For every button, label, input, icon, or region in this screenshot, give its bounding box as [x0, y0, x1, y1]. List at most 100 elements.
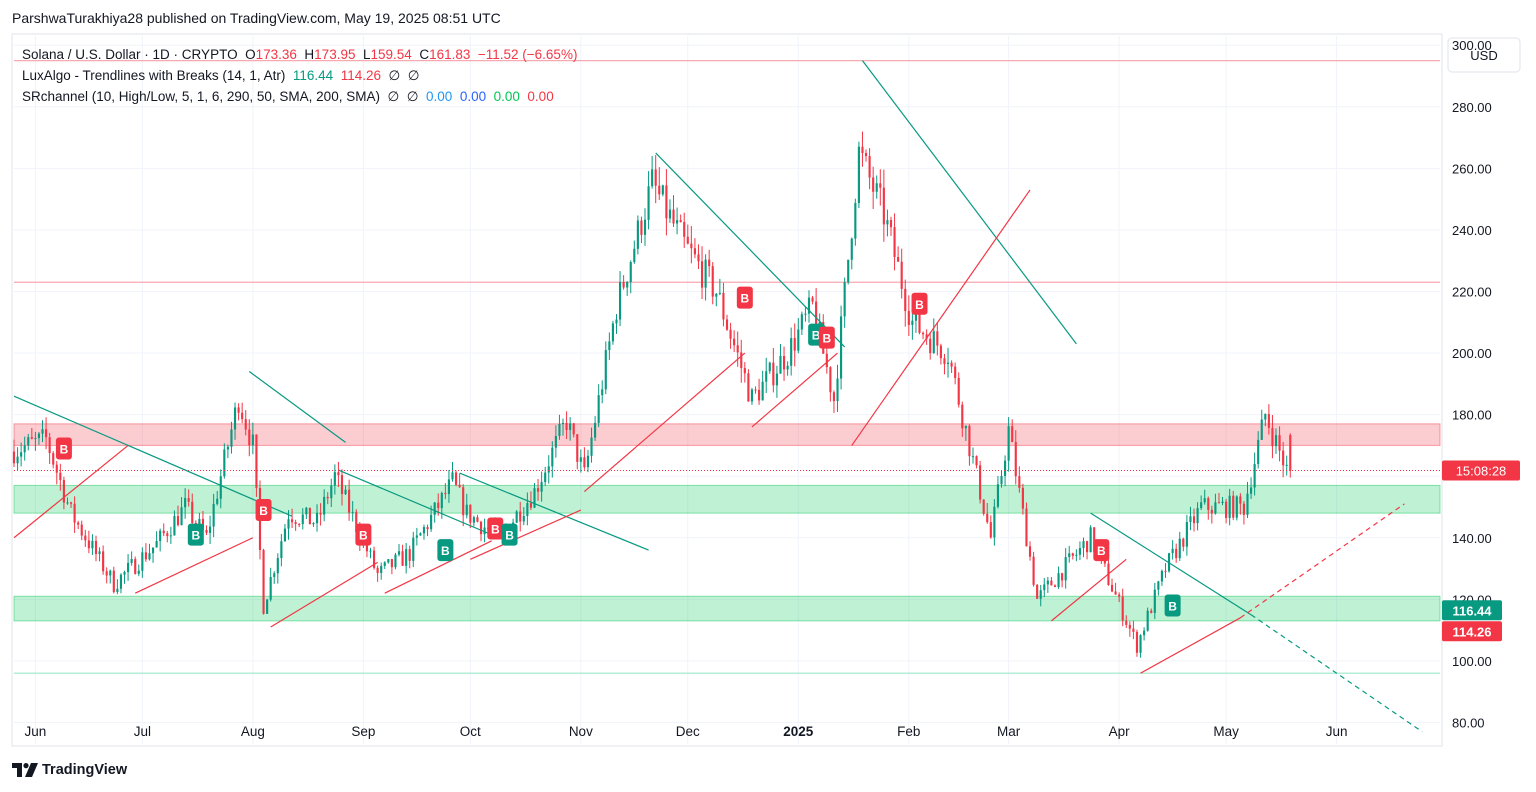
candle-body	[665, 185, 668, 219]
candle-body	[1039, 590, 1042, 599]
candle-body	[1257, 439, 1260, 465]
candle-body	[330, 485, 333, 499]
candle-body	[412, 537, 415, 561]
tradingview-brand[interactable]: TradingView	[12, 762, 127, 778]
legend-change: −11.52 (−6.65%)	[477, 47, 578, 62]
brand-label: TradingView	[42, 762, 128, 778]
candle-body	[326, 496, 329, 499]
candle-body	[301, 514, 304, 525]
candle-body	[1050, 580, 1053, 586]
candle-body	[433, 502, 436, 515]
candle-body	[1043, 584, 1046, 591]
y-tick-label: 280.00	[1452, 100, 1492, 115]
break-marker-box	[818, 326, 835, 349]
legend-close-label: C	[419, 47, 430, 62]
candle-body	[12, 451, 16, 464]
candle-body	[269, 577, 272, 600]
x-tick-label: Jul	[134, 724, 151, 739]
candle-body	[775, 373, 778, 386]
candle-body	[772, 362, 775, 386]
trendline-bull	[1240, 503, 1405, 619]
candle-body	[162, 530, 165, 534]
candle-body	[287, 519, 290, 529]
price-axis[interactable]: USD 80.00100.00120.00140.00180.00200.002…	[1442, 37, 1521, 730]
candle-body	[904, 288, 907, 312]
candle-body	[1175, 548, 1178, 559]
candle-body	[861, 146, 864, 154]
candle-body	[1036, 584, 1039, 599]
candle-body	[454, 472, 458, 485]
trendline-bull	[470, 509, 582, 560]
candle-body	[1125, 620, 1128, 625]
candle-body	[233, 407, 237, 430]
trendline-bear	[655, 152, 846, 348]
x-tick-label: Sep	[351, 724, 375, 739]
candle-body	[907, 311, 910, 325]
candle-body	[191, 501, 194, 523]
legend-luxalgo-v3: ∅	[388, 68, 401, 83]
break-marker-label: B	[359, 529, 368, 543]
indicator-value-tag: 116.44	[1442, 600, 1502, 621]
candle-body	[586, 455, 590, 468]
legend-luxalgo-v1: 116.44	[292, 68, 334, 83]
candle-body	[419, 533, 422, 536]
candle-body	[1207, 498, 1210, 510]
candle-body	[87, 540, 90, 549]
candle-body	[668, 209, 672, 219]
trendline-bull	[851, 189, 1031, 446]
candle-body	[130, 559, 133, 563]
candle-body	[1143, 630, 1146, 636]
candle-body	[405, 549, 408, 566]
candle-body	[1075, 554, 1078, 556]
candle-body	[123, 572, 126, 575]
legend-srchannel-row[interactable]: SRchannel (10, High/Low, 5, 1, 6, 290, 5…	[22, 86, 577, 107]
candle-body	[1228, 495, 1231, 519]
candle-body	[718, 292, 721, 294]
candle-body	[127, 562, 130, 573]
time-axis[interactable]: Jun Jul Aug Sep Oct Nov Dec 2025 Feb Mar Apr May Jun	[24, 724, 1347, 739]
bullish-break-marker: B	[501, 523, 518, 546]
break-marker-box	[1093, 539, 1110, 562]
candle-body	[23, 445, 26, 453]
legend-luxalgo-row[interactable]: LuxAlgo - Trendlines with Breaks (14, 1,…	[22, 65, 577, 86]
candle-body	[690, 243, 693, 249]
candle-body	[248, 429, 251, 446]
candle-body	[308, 507, 311, 525]
candle-body	[601, 389, 604, 396]
candle-body	[1028, 546, 1032, 557]
candle-body	[996, 484, 1000, 507]
current-price-tag: 15:08:28	[1442, 460, 1520, 481]
break-marker-label: B	[822, 332, 831, 346]
candle-body	[380, 565, 383, 573]
candle-body	[982, 499, 985, 514]
candle-body	[729, 329, 732, 339]
candle-body	[394, 554, 397, 568]
candle-body	[134, 559, 137, 574]
candle-body	[16, 456, 19, 464]
candle-body	[900, 261, 903, 289]
legend-symbol-row[interactable]: Solana / U.S. Dollar · 1D · CRYPTO O173.…	[22, 44, 577, 65]
legend-luxalgo-name: LuxAlgo - Trendlines with Breaks (14, 1,…	[22, 68, 286, 83]
bearish-break-marker: B	[487, 517, 504, 540]
candle-body	[315, 512, 319, 524]
candle-body	[137, 570, 140, 574]
currency-button[interactable]	[1447, 37, 1521, 73]
candle-body	[572, 423, 575, 435]
candle-body	[533, 488, 536, 508]
candle-body	[886, 220, 889, 225]
candle-body	[946, 362, 950, 365]
candle-body	[45, 429, 48, 438]
candle-body	[800, 314, 803, 330]
y-tick-label: 100.00	[1452, 654, 1492, 669]
candle-body	[811, 297, 814, 302]
break-marker-label: B	[191, 529, 200, 543]
legend-sr-v3: 0.00	[426, 89, 453, 104]
candle-body	[1192, 516, 1196, 524]
candle-body	[1071, 553, 1074, 556]
break-marker-box	[437, 539, 454, 562]
candle-body	[1185, 522, 1188, 547]
candle-body	[829, 367, 832, 393]
candle-body	[779, 355, 782, 374]
legend-open-label: O	[245, 47, 256, 62]
